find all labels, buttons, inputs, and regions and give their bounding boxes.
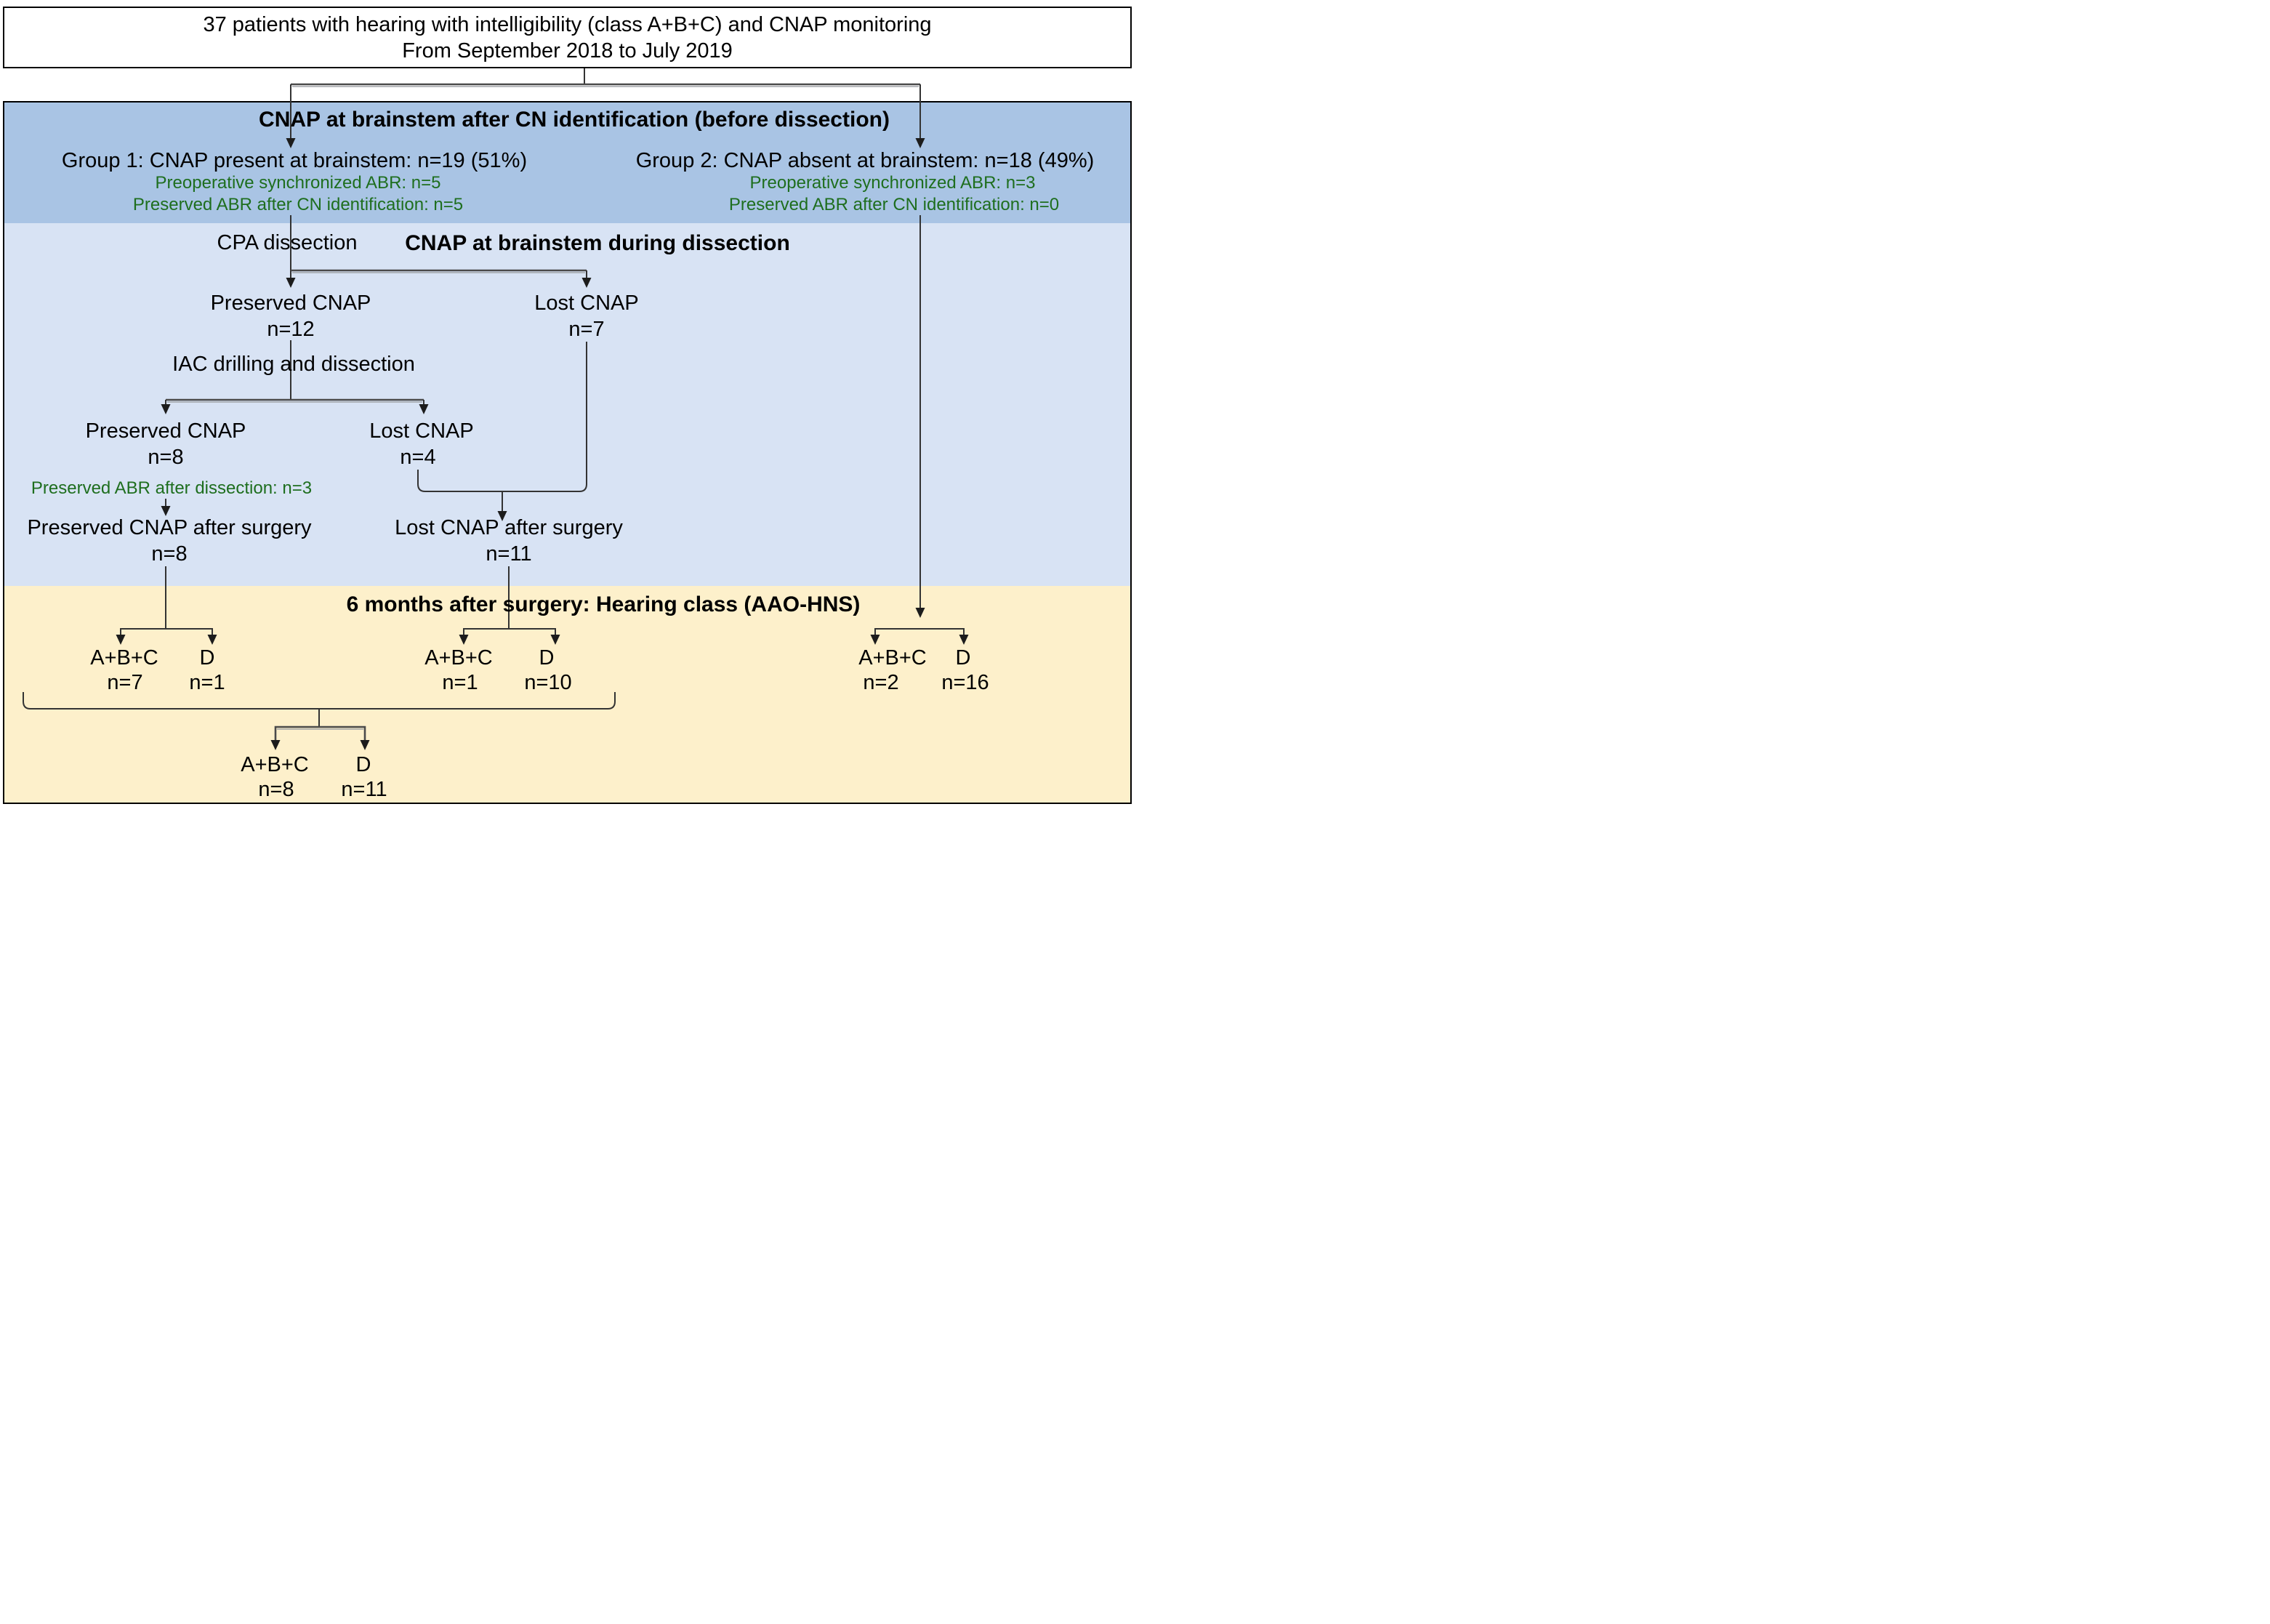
group1-note-preop-abr: Preoperative synchronized ABR: n=5	[155, 173, 441, 193]
outcome-lost-abc-label: A+B+C	[424, 646, 493, 670]
outcome-group2-abc-label: A+B+C	[858, 646, 927, 670]
outcome-group1-d-label: D	[199, 646, 215, 670]
stage1-header: CNAP at brainstem after CN identificatio…	[259, 108, 890, 132]
preserved-after-surgery-n: n=8	[151, 542, 188, 566]
group2-label: Group 2: CNAP absent at brainstem: n=18 …	[635, 149, 1095, 172]
group1-label: Group 1: CNAP present at brainstem: n=19…	[61, 149, 528, 172]
group1-note-preserved-abr: Preserved ABR after CN identification: n…	[132, 195, 464, 214]
group2-note-preop-abr: Preoperative synchronized ABR: n=3	[749, 173, 1036, 193]
outcome-combined-abc-n: n=8	[258, 778, 294, 801]
lost-cnap2-n: n=4	[400, 446, 436, 469]
enrollment-title-line1: 37 patients with hearing with intelligib…	[203, 12, 932, 36]
outcome-group1-abc-label: A+B+C	[90, 646, 158, 670]
flowchart-figure: 37 patients with hearing with intelligib…	[0, 0, 1135, 812]
outcome-group1-d-n: n=1	[189, 671, 225, 694]
enrollment-title-line2: From September 2018 to July 2019	[402, 39, 733, 63]
outcome-group1-abc-n: n=7	[107, 671, 143, 694]
preserved-cnap2-n: n=8	[148, 446, 184, 469]
outcome-lost-d-label: D	[539, 646, 555, 670]
enrollment-box: 37 patients with hearing with intelligib…	[3, 7, 1132, 68]
stage3-band	[4, 586, 1130, 803]
outcome-lost-abc-n: n=1	[442, 671, 478, 694]
outcome-group2-abc-n: n=2	[863, 671, 899, 694]
outcome-combined-d-n: n=11	[341, 778, 387, 801]
lost-cnap-n: n=7	[568, 318, 605, 341]
outcome-combined-abc-label: A+B+C	[241, 753, 309, 776]
outcome-lost-d-n: n=10	[524, 671, 572, 694]
lost-after-surgery-n: n=11	[486, 542, 532, 566]
lost-cnap-label: Lost CNAP	[534, 292, 639, 315]
preserved-after-surgery-label: Preserved CNAP after surgery	[27, 516, 312, 539]
outcome-group2-d-label: D	[955, 646, 971, 670]
cpa-dissection-label: CPA dissection	[217, 231, 358, 254]
preserved-abr-dissection-note: Preserved ABR after dissection: n=3	[31, 478, 313, 498]
lost-after-surgery-label: Lost CNAP after surgery	[395, 516, 623, 539]
preserved-cnap-n: n=12	[267, 318, 315, 341]
stage2-header: CNAP at brainstem during dissection	[405, 231, 790, 255]
outcome-group2-d-n: n=16	[941, 671, 989, 694]
preserved-cnap2-label: Preserved CNAP	[85, 419, 246, 443]
preserved-cnap-label: Preserved CNAP	[210, 292, 371, 315]
stages-box	[3, 101, 1132, 804]
stage3-header: 6 months after surgery: Hearing class (A…	[346, 592, 861, 616]
iac-drilling-label: IAC drilling and dissection	[172, 353, 415, 376]
outcome-combined-d-label: D	[355, 753, 371, 776]
group2-note-preserved-abr: Preserved ABR after CN identification: n…	[728, 195, 1060, 214]
stage1-band	[4, 102, 1130, 223]
lost-cnap2-label: Lost CNAP	[369, 419, 474, 443]
